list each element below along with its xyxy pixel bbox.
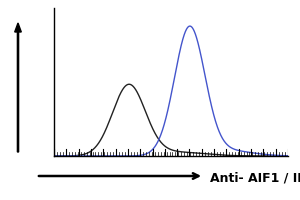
Text: Anti- AIF1 / IBA1: Anti- AIF1 / IBA1 bbox=[210, 171, 300, 184]
